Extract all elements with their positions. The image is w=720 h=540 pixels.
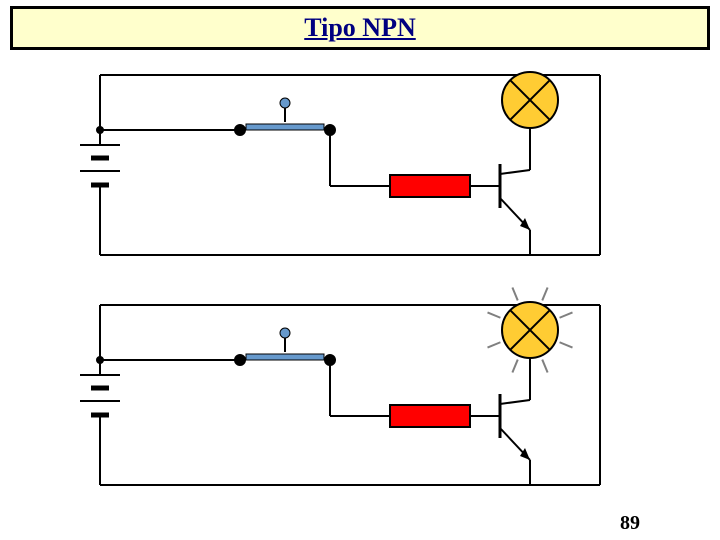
page-number: 89 (620, 512, 640, 535)
circuit-canvas (0, 0, 720, 540)
